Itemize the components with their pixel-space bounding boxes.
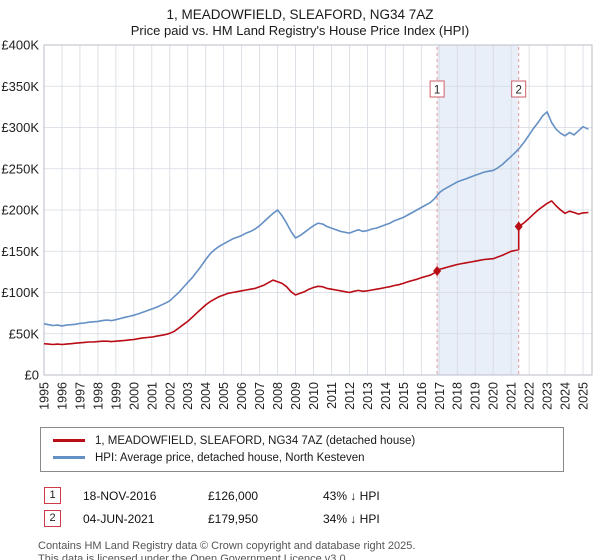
- transaction-row-2: 2 04-JUN-2021 £179,950 34% ↓ HPI: [44, 507, 600, 530]
- legend-item-hpi: HPI: Average price, detached house, Nort…: [53, 449, 555, 466]
- y-tick-label: £250K: [1, 161, 39, 176]
- x-tick-label: 2016: [415, 382, 429, 410]
- y-tick-label: £100K: [1, 285, 39, 300]
- sale-number-label-2: 2: [515, 85, 521, 97]
- x-tick-label: 2021: [505, 382, 519, 410]
- chart-subtitle: Price paid vs. HM Land Registry's House …: [130, 23, 470, 38]
- transaction-2-number-badge: 2: [44, 510, 61, 527]
- x-tick-label: 2020: [487, 382, 501, 410]
- x-tick-label: 1997: [73, 382, 87, 410]
- series-line-hpi: [43, 111, 589, 327]
- transaction-2-hpi-diff: 34% ↓ HPI: [323, 511, 380, 526]
- transactions-list: 1 18-NOV-2016 £126,000 43% ↓ HPI 2 04-JU…: [44, 484, 600, 530]
- x-tick-label: 1999: [109, 382, 123, 410]
- transaction-2-price: £179,950: [208, 511, 259, 526]
- transaction-1-hpi-diff: 43% ↓ HPI: [323, 488, 380, 503]
- legend-label-hpi: HPI: Average price, detached house, Nort…: [95, 451, 365, 464]
- x-tick-label: 2008: [271, 382, 285, 410]
- x-tick-label: 2006: [235, 382, 249, 410]
- chart-legend: 1, MEADOWFIELD, SLEAFORD, NG34 7AZ (deta…: [40, 427, 564, 472]
- x-tick-label: 2025: [577, 382, 591, 410]
- legend-swatch-property-line: [53, 439, 85, 442]
- sale-number-box-2: [511, 80, 527, 98]
- plot-border: [43, 44, 593, 376]
- x-tick-label: 2009: [289, 382, 303, 410]
- sale-number-label-1: 1: [434, 85, 440, 97]
- x-tick-label: 2015: [397, 382, 411, 410]
- legend-item-property: 1, MEADOWFIELD, SLEAFORD, NG34 7AZ (deta…: [53, 432, 555, 449]
- footer-line-1: Contains HM Land Registry data © Crown c…: [38, 540, 416, 552]
- y-tick-label: £400K: [1, 39, 39, 53]
- sale-number-box-1: [429, 80, 445, 98]
- transaction-2-date: 04-JUN-2021: [83, 511, 155, 526]
- y-tick-label: £150K: [1, 244, 39, 259]
- series-line-property: [43, 200, 589, 346]
- y-tick-label: £50K: [9, 326, 40, 341]
- x-tick-label: 2002: [163, 382, 177, 410]
- price-history-chart: 1995 1996 1997 1998 1999 2000 2001 2002 2003 2004…: [1, 39, 593, 410]
- chart-title: 1, MEADOWFIELD, SLEAFORD, NG34 7AZ: [166, 7, 434, 22]
- footer-line-2: This data is licensed under the Open Gov…: [38, 553, 349, 560]
- x-tick-label: 2005: [217, 382, 231, 410]
- x-tick-label: 2001: [145, 382, 159, 410]
- x-tick-label: 2004: [199, 382, 213, 410]
- x-tick-label: 2011: [325, 382, 339, 409]
- y-tick-label: £300K: [1, 120, 39, 135]
- transaction-row-1: 1 18-NOV-2016 £126,000 43% ↓ HPI: [44, 484, 600, 507]
- y-tick-label: £350K: [1, 79, 39, 94]
- sale-diamond-marker-2: [514, 221, 523, 232]
- x-tick-label: 1996: [55, 382, 69, 410]
- x-tick-label: 2018: [451, 382, 465, 410]
- y-tick-label: £200K: [1, 203, 39, 218]
- x-tick-label: 1998: [91, 382, 105, 410]
- transaction-1-date: 18-NOV-2016: [83, 488, 157, 503]
- x-tick-label: 2013: [361, 382, 375, 410]
- transaction-1-price: £126,000: [208, 488, 259, 503]
- sale-diamond-marker-1: [433, 266, 442, 277]
- x-tick-label: 2023: [541, 382, 555, 410]
- x-tick-label: 2007: [253, 382, 267, 410]
- x-tick-label: 2024: [559, 382, 573, 410]
- x-tick-label: 2000: [127, 382, 141, 410]
- legend-label-property: 1, MEADOWFIELD, SLEAFORD, NG34 7AZ (deta…: [95, 434, 416, 447]
- x-tick-label: 2014: [379, 382, 393, 410]
- x-tick-label: 2010: [307, 382, 321, 410]
- transaction-1-number-badge: 1: [44, 487, 61, 504]
- x-tick-label: 2019: [469, 382, 483, 410]
- x-tick-label: 2022: [523, 382, 537, 410]
- x-tick-label: 2012: [343, 382, 357, 410]
- legend-swatch-hpi-line: [53, 456, 85, 459]
- y-tick-label: £0: [25, 368, 39, 383]
- x-tick-label: 2003: [181, 382, 195, 410]
- x-tick-label: 1995: [38, 382, 52, 410]
- x-tick-label: 2017: [433, 382, 447, 410]
- license-footer: Contains HM Land Registry data © Crown c…: [38, 540, 600, 560]
